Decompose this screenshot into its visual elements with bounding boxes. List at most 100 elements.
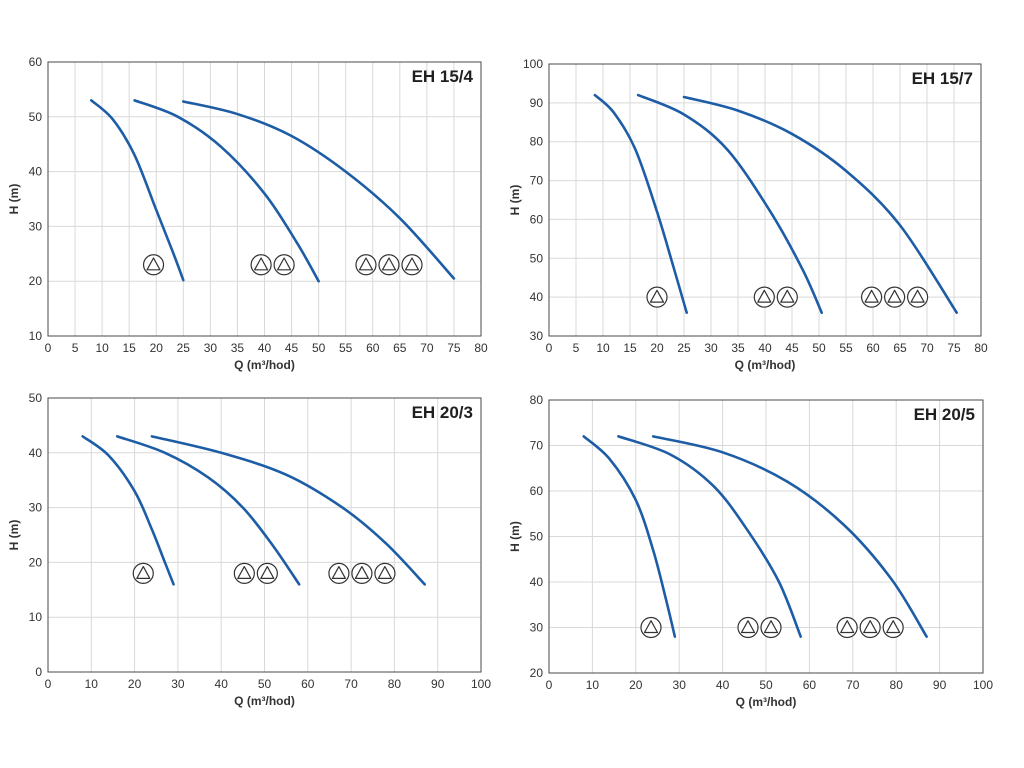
pump-icon — [401, 254, 423, 276]
x-tick-label: 75 — [447, 341, 461, 355]
pump-curve-line-1 — [582, 435, 677, 638]
y-tick-label: 50 — [29, 110, 43, 124]
x-tick-label: 75 — [947, 341, 961, 355]
y-tick-label: 70 — [530, 439, 544, 453]
y-axis-label: H (m) — [508, 185, 522, 216]
x-tick-label: 20 — [629, 678, 643, 692]
y-tick-label: 40 — [29, 446, 43, 460]
y-tick-label: 90 — [530, 96, 544, 110]
y-tick-label: 100 — [523, 57, 543, 71]
x-tick-label: 65 — [893, 341, 907, 355]
x-tick-label: 60 — [366, 341, 380, 355]
x-tick-label: 40 — [258, 341, 272, 355]
plot-frame — [47, 61, 482, 337]
x-tick-label: 50 — [759, 678, 773, 692]
x-tick-label: 80 — [974, 341, 988, 355]
y-tick-label: 40 — [29, 165, 43, 179]
plot-frame — [548, 63, 982, 337]
y-tick-label: 20 — [29, 274, 43, 288]
y-tick-label: 70 — [530, 174, 544, 188]
x-tick-label: 45 — [785, 341, 799, 355]
x-tick-label: 90 — [431, 677, 445, 691]
x-axis-label: Q (m³/hod) — [234, 358, 295, 372]
x-tick-label: 70 — [344, 677, 358, 691]
pump-curve-line-1 — [593, 93, 688, 314]
pump-curve-line-3 — [682, 95, 958, 314]
x-tick-label: 60 — [866, 341, 880, 355]
pump-marker-group-1 — [646, 286, 668, 308]
x-tick-label: 70 — [846, 678, 860, 692]
pump-curve-line-3 — [182, 100, 456, 280]
pump-chart-1: 0 5 10 15 20 25 30 35 40 45 50 55 60 65 70 75 80 10 20 30 40… — [7, 55, 488, 372]
x-axis-label: Q (m³/hod) — [736, 695, 797, 709]
x-tick-label: 45 — [285, 341, 299, 355]
x-tick-label: 25 — [677, 341, 691, 355]
x-tick-label: 5 — [72, 341, 79, 355]
pump-marker-group-1 — [640, 616, 662, 639]
pump-curve-line-3 — [150, 435, 427, 586]
pump-marker-group-3 — [328, 562, 396, 584]
y-tick-label: 40 — [530, 290, 544, 304]
x-tick-label: 5 — [573, 341, 580, 355]
y-tick-label: 50 — [530, 251, 544, 265]
x-tick-label: 50 — [812, 341, 826, 355]
x-axis-label: Q (m³/hod) — [234, 694, 295, 708]
x-tick-label: 40 — [716, 678, 730, 692]
plot-frame — [47, 397, 482, 673]
x-tick-label: 60 — [803, 678, 817, 692]
x-tick-label: 90 — [933, 678, 947, 692]
pump-marker-group-2 — [233, 562, 278, 584]
pump-icon — [374, 562, 396, 584]
pump-icon — [859, 616, 881, 639]
x-tick-label: 80 — [388, 677, 402, 691]
x-tick-label: 40 — [758, 341, 772, 355]
y-tick-label: 80 — [530, 135, 544, 149]
pump-chart-4: 0 10 20 30 40 50 60 70 80 90 100 20 30 40 50 60 70 80 Q (m… — [508, 393, 993, 709]
x-tick-label: 0 — [546, 678, 553, 692]
x-tick-label: 30 — [171, 677, 185, 691]
pump-marker-group-1 — [132, 562, 154, 584]
chart-title: EH 15/4 — [412, 67, 474, 86]
x-tick-label: 50 — [258, 677, 272, 691]
y-tick-label: 10 — [29, 329, 43, 343]
x-tick-label: 35 — [731, 341, 745, 355]
chart-title: EH 20/5 — [914, 405, 975, 424]
y-tick-label: 10 — [29, 610, 43, 624]
x-tick-label: 80 — [890, 678, 904, 692]
pump-icon — [132, 562, 154, 584]
pump-icon — [882, 616, 904, 639]
x-tick-label: 30 — [704, 341, 718, 355]
pump-icon — [836, 616, 858, 639]
y-axis-label: H (m) — [7, 184, 21, 215]
y-tick-label: 30 — [530, 621, 544, 635]
x-tick-label: 80 — [474, 341, 488, 355]
y-axis-label: H (m) — [508, 521, 522, 552]
pump-icon — [355, 254, 377, 276]
pump-curve-line-2 — [133, 99, 320, 283]
y-tick-label: 50 — [530, 530, 544, 544]
x-tick-label: 20 — [150, 341, 164, 355]
y-tick-label: 50 — [29, 391, 43, 405]
grid — [548, 399, 984, 674]
x-tick-label: 35 — [231, 341, 245, 355]
x-tick-label: 40 — [215, 677, 229, 691]
pump-marker-group-2 — [737, 616, 782, 639]
pump-icon — [351, 562, 373, 584]
pump-icon — [378, 254, 400, 276]
x-tick-label: 10 — [596, 341, 610, 355]
plot-frame — [548, 399, 984, 674]
pump-chart-3: 0 10 20 30 40 50 60 70 80 90 100 0 10 20 30 40 50 Q (m³/h… — [7, 391, 491, 708]
pump-icon — [753, 286, 775, 308]
x-tick-label: 30 — [673, 678, 687, 692]
y-tick-label: 30 — [530, 329, 544, 343]
pump-marker-group-1 — [142, 254, 165, 276]
pump-icon — [906, 286, 929, 308]
x-tick-label: 70 — [420, 341, 434, 355]
x-tick-label: 70 — [920, 341, 934, 355]
y-tick-label: 60 — [530, 212, 544, 226]
pump-icon — [737, 616, 759, 639]
pump-chart-2: 0 5 10 15 20 25 30 35 40 45 50 55 60 65 70 75 80 30 40 50 60… — [508, 57, 988, 372]
x-tick-label: 0 — [45, 341, 52, 355]
x-tick-label: 10 — [586, 678, 600, 692]
pump-icon — [883, 286, 906, 308]
